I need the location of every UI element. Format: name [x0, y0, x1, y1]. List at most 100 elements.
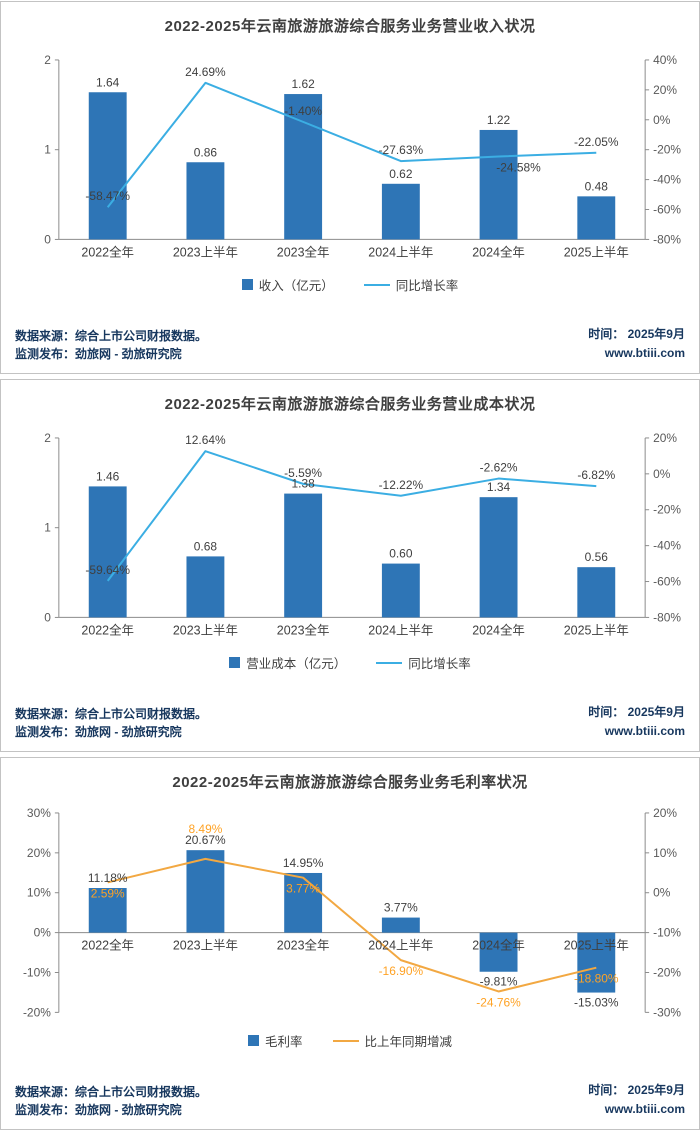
- svg-text:2.59%: 2.59%: [91, 886, 125, 900]
- svg-text:-58.47%: -58.47%: [85, 189, 130, 203]
- svg-text:1: 1: [44, 143, 51, 157]
- revenue-chart-legend: 收入（亿元） 同比增长率: [1, 275, 699, 294]
- footer-meta-block: 时间： 2025年9月 www.btiii.com: [588, 325, 685, 363]
- data-source-text: 数据来源：综合上市公司财报数据。: [15, 707, 208, 721]
- report-date-text: 时间： 2025年9月: [588, 1083, 685, 1097]
- line-series-label: 比上年同期增减: [364, 1035, 453, 1050]
- svg-text:2024全年: 2024全年: [472, 244, 525, 259]
- report-date-text: 时间： 2025年9月: [588, 705, 685, 719]
- svg-text:0%: 0%: [653, 113, 671, 127]
- svg-text:0.86: 0.86: [194, 145, 218, 159]
- svg-text:20%: 20%: [653, 431, 677, 445]
- publisher-text: 监测发布：劲旅网 - 劲旅研究院: [15, 347, 182, 361]
- svg-text:-20%: -20%: [653, 503, 681, 517]
- cost-chart-title: 2022-2025年云南旅游旅游综合服务业务营业成本状况: [164, 396, 536, 413]
- svg-text:0.68: 0.68: [194, 539, 218, 553]
- svg-text:-18.80%: -18.80%: [574, 972, 619, 986]
- svg-text:-27.63%: -27.63%: [379, 143, 424, 157]
- cost-chart-legend: 营业成本（亿元） 同比增长率: [1, 653, 699, 672]
- bar-series-label: 收入（亿元）: [258, 279, 334, 294]
- svg-text:2025上半年: 2025上半年: [564, 623, 629, 637]
- svg-text:10%: 10%: [27, 886, 51, 900]
- svg-text:-2.62%: -2.62%: [480, 461, 518, 475]
- gross-margin-chart-title: 2022-2025年云南旅游旅游综合服务业务毛利率状况: [172, 774, 528, 791]
- svg-text:2023上半年: 2023上半年: [173, 245, 238, 259]
- svg-text:-60%: -60%: [653, 575, 681, 589]
- svg-text:24.69%: 24.69%: [185, 65, 226, 79]
- footer-meta-block: 时间： 2025年9月 www.btiii.com: [588, 1081, 685, 1119]
- cost-bar-line-chart: 2 1 0 20% 0% -20% -40% -60% -80% 2022全年 2023上半年 202…: [44, 431, 681, 637]
- svg-text:14.95%: 14.95%: [283, 856, 324, 870]
- svg-text:-1.40%: -1.40%: [284, 104, 322, 118]
- svg-text:1.46: 1.46: [96, 469, 120, 483]
- svg-text:2023全年: 2023全年: [277, 244, 330, 259]
- svg-text:20%: 20%: [653, 83, 677, 97]
- line-series-swatch: [363, 283, 390, 286]
- svg-text:2025上半年: 2025上半年: [564, 939, 629, 953]
- bar-series-swatch: [229, 657, 241, 669]
- revenue-bar-line-chart: 2 1 0 40% 20% 0% -20% -40% -60% -80% 2022全年 2023上半年…: [44, 53, 681, 259]
- chart-footer: 数据来源：综合上市公司财报数据。 监测发布：劲旅网 - 劲旅研究院 时间： 20…: [1, 1081, 699, 1129]
- svg-text:20%: 20%: [653, 806, 677, 820]
- bar-series-label: 毛利率: [264, 1035, 303, 1050]
- svg-text:10%: 10%: [653, 846, 677, 860]
- svg-text:-10%: -10%: [23, 965, 51, 979]
- legend-item-change-line: 比上年同期增减: [332, 1031, 453, 1050]
- svg-text:3.77%: 3.77%: [384, 901, 418, 915]
- svg-text:2024上半年: 2024上半年: [368, 939, 433, 953]
- svg-text:3.77%: 3.77%: [286, 882, 320, 896]
- svg-text:12.64%: 12.64%: [185, 433, 226, 447]
- svg-text:30%: 30%: [27, 806, 51, 820]
- svg-text:2024上半年: 2024上半年: [368, 245, 433, 259]
- svg-text:-12.22%: -12.22%: [379, 478, 424, 492]
- website-text: www.btiii.com: [604, 724, 685, 738]
- svg-text:2023上半年: 2023上半年: [173, 939, 238, 953]
- revenue-chart-panel: 2022-2025年云南旅游旅游综合服务业务营业收入状况 2 1 0 40% 20% 0%…: [0, 1, 700, 374]
- svg-text:0: 0: [44, 610, 51, 624]
- data-source-text: 数据来源：综合上市公司财报数据。: [15, 329, 208, 343]
- svg-text:11.18%: 11.18%: [88, 871, 128, 885]
- chart-footer: 数据来源：综合上市公司财报数据。 监测发布：劲旅网 - 劲旅研究院 时间： 20…: [1, 325, 699, 373]
- svg-text:-20%: -20%: [653, 965, 681, 979]
- publisher-text: 监测发布：劲旅网 - 劲旅研究院: [15, 725, 182, 739]
- gross-margin-chart-legend: 毛利率 比上年同期增减: [1, 1031, 699, 1050]
- svg-text:-20%: -20%: [23, 1005, 51, 1019]
- footer-source-block: 数据来源：综合上市公司财报数据。 监测发布：劲旅网 - 劲旅研究院: [15, 327, 207, 363]
- line-series-label: 同比增长率: [395, 279, 459, 294]
- svg-text:1: 1: [44, 521, 51, 535]
- svg-text:-59.64%: -59.64%: [85, 563, 130, 577]
- svg-text:2025上半年: 2025上半年: [564, 245, 629, 259]
- svg-text:0: 0: [44, 232, 51, 246]
- svg-text:-16.90%: -16.90%: [379, 964, 424, 978]
- svg-text:-6.82%: -6.82%: [577, 468, 615, 482]
- revenue-chart-title: 2022-2025年云南旅游旅游综合服务业务营业收入状况: [164, 18, 536, 35]
- svg-text:0%: 0%: [34, 926, 52, 940]
- svg-text:1.62: 1.62: [292, 77, 316, 91]
- svg-text:-9.81%: -9.81%: [480, 975, 518, 989]
- bar-series-swatch: [241, 279, 253, 291]
- svg-text:-24.76%: -24.76%: [476, 995, 521, 1009]
- svg-text:2022全年: 2022全年: [81, 622, 134, 637]
- website-text: www.btiii.com: [604, 1102, 685, 1116]
- svg-text:-22.05%: -22.05%: [574, 135, 619, 149]
- gross-margin-chart-panel: 2022-2025年云南旅游旅游综合服务业务毛利率状况 30% 20% 10% 0% -…: [0, 757, 700, 1130]
- legend-item-revenue-bars: 收入（亿元）: [241, 275, 334, 294]
- svg-text:-5.59%: -5.59%: [284, 466, 322, 480]
- svg-text:20%: 20%: [27, 846, 51, 860]
- svg-text:1.22: 1.22: [487, 113, 511, 127]
- svg-text:-60%: -60%: [653, 203, 681, 217]
- svg-text:-80%: -80%: [653, 610, 681, 624]
- legend-item-growth-line: 同比增长率: [363, 275, 459, 294]
- svg-text:1.64: 1.64: [96, 75, 120, 89]
- svg-text:-24.58%: -24.58%: [496, 160, 541, 174]
- line-series-swatch: [376, 661, 403, 664]
- svg-text:2022全年: 2022全年: [81, 938, 134, 953]
- svg-text:1.34: 1.34: [487, 480, 511, 494]
- footer-meta-block: 时间： 2025年9月 www.btiii.com: [588, 703, 685, 741]
- bar-series-label: 营业成本（亿元）: [246, 657, 347, 672]
- report-date-text: 时间： 2025年9月: [588, 327, 685, 341]
- svg-text:2024上半年: 2024上半年: [368, 623, 433, 637]
- svg-text:0%: 0%: [653, 467, 671, 481]
- svg-text:-80%: -80%: [653, 232, 681, 246]
- svg-text:-40%: -40%: [653, 539, 681, 553]
